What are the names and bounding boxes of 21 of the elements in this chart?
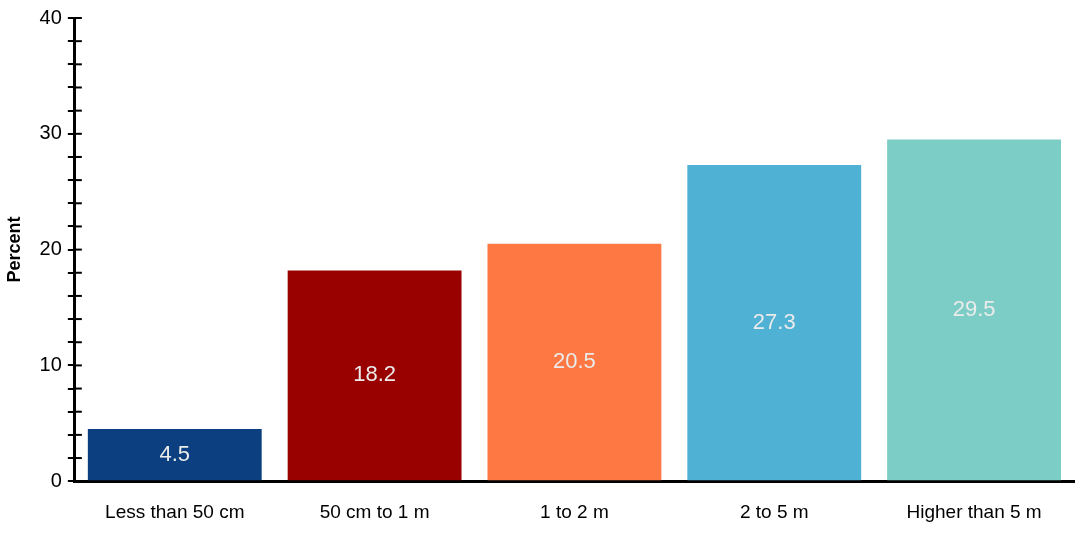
y-tick-label: 20 [39,237,62,260]
data-label: 29.5 [952,295,996,321]
x-tick-label: Higher than 5 m [906,500,1042,522]
y-tick-label: 10 [39,352,62,375]
x-tick-label: 1 to 2 m [540,500,609,522]
data-label: 4.5 [159,440,191,466]
data-label: 18.2 [353,361,397,387]
y-tick-label: 30 [39,121,62,144]
bar [687,165,862,481]
x-tick-label: 2 to 5 m [739,500,809,522]
data-label: 20.5 [553,348,596,374]
x-tick-label: Less than 50 cm [105,500,245,522]
x-tick-label: 50 cm to 1 m [319,500,430,522]
y-axis-title: Percent [3,216,24,283]
data-label: 27.3 [752,308,796,334]
bar [487,243,662,481]
y-tick-label: 40 [39,5,62,28]
bar [87,429,262,481]
bar [887,139,1062,481]
bar [287,270,462,481]
y-tick-label: 0 [50,468,62,491]
